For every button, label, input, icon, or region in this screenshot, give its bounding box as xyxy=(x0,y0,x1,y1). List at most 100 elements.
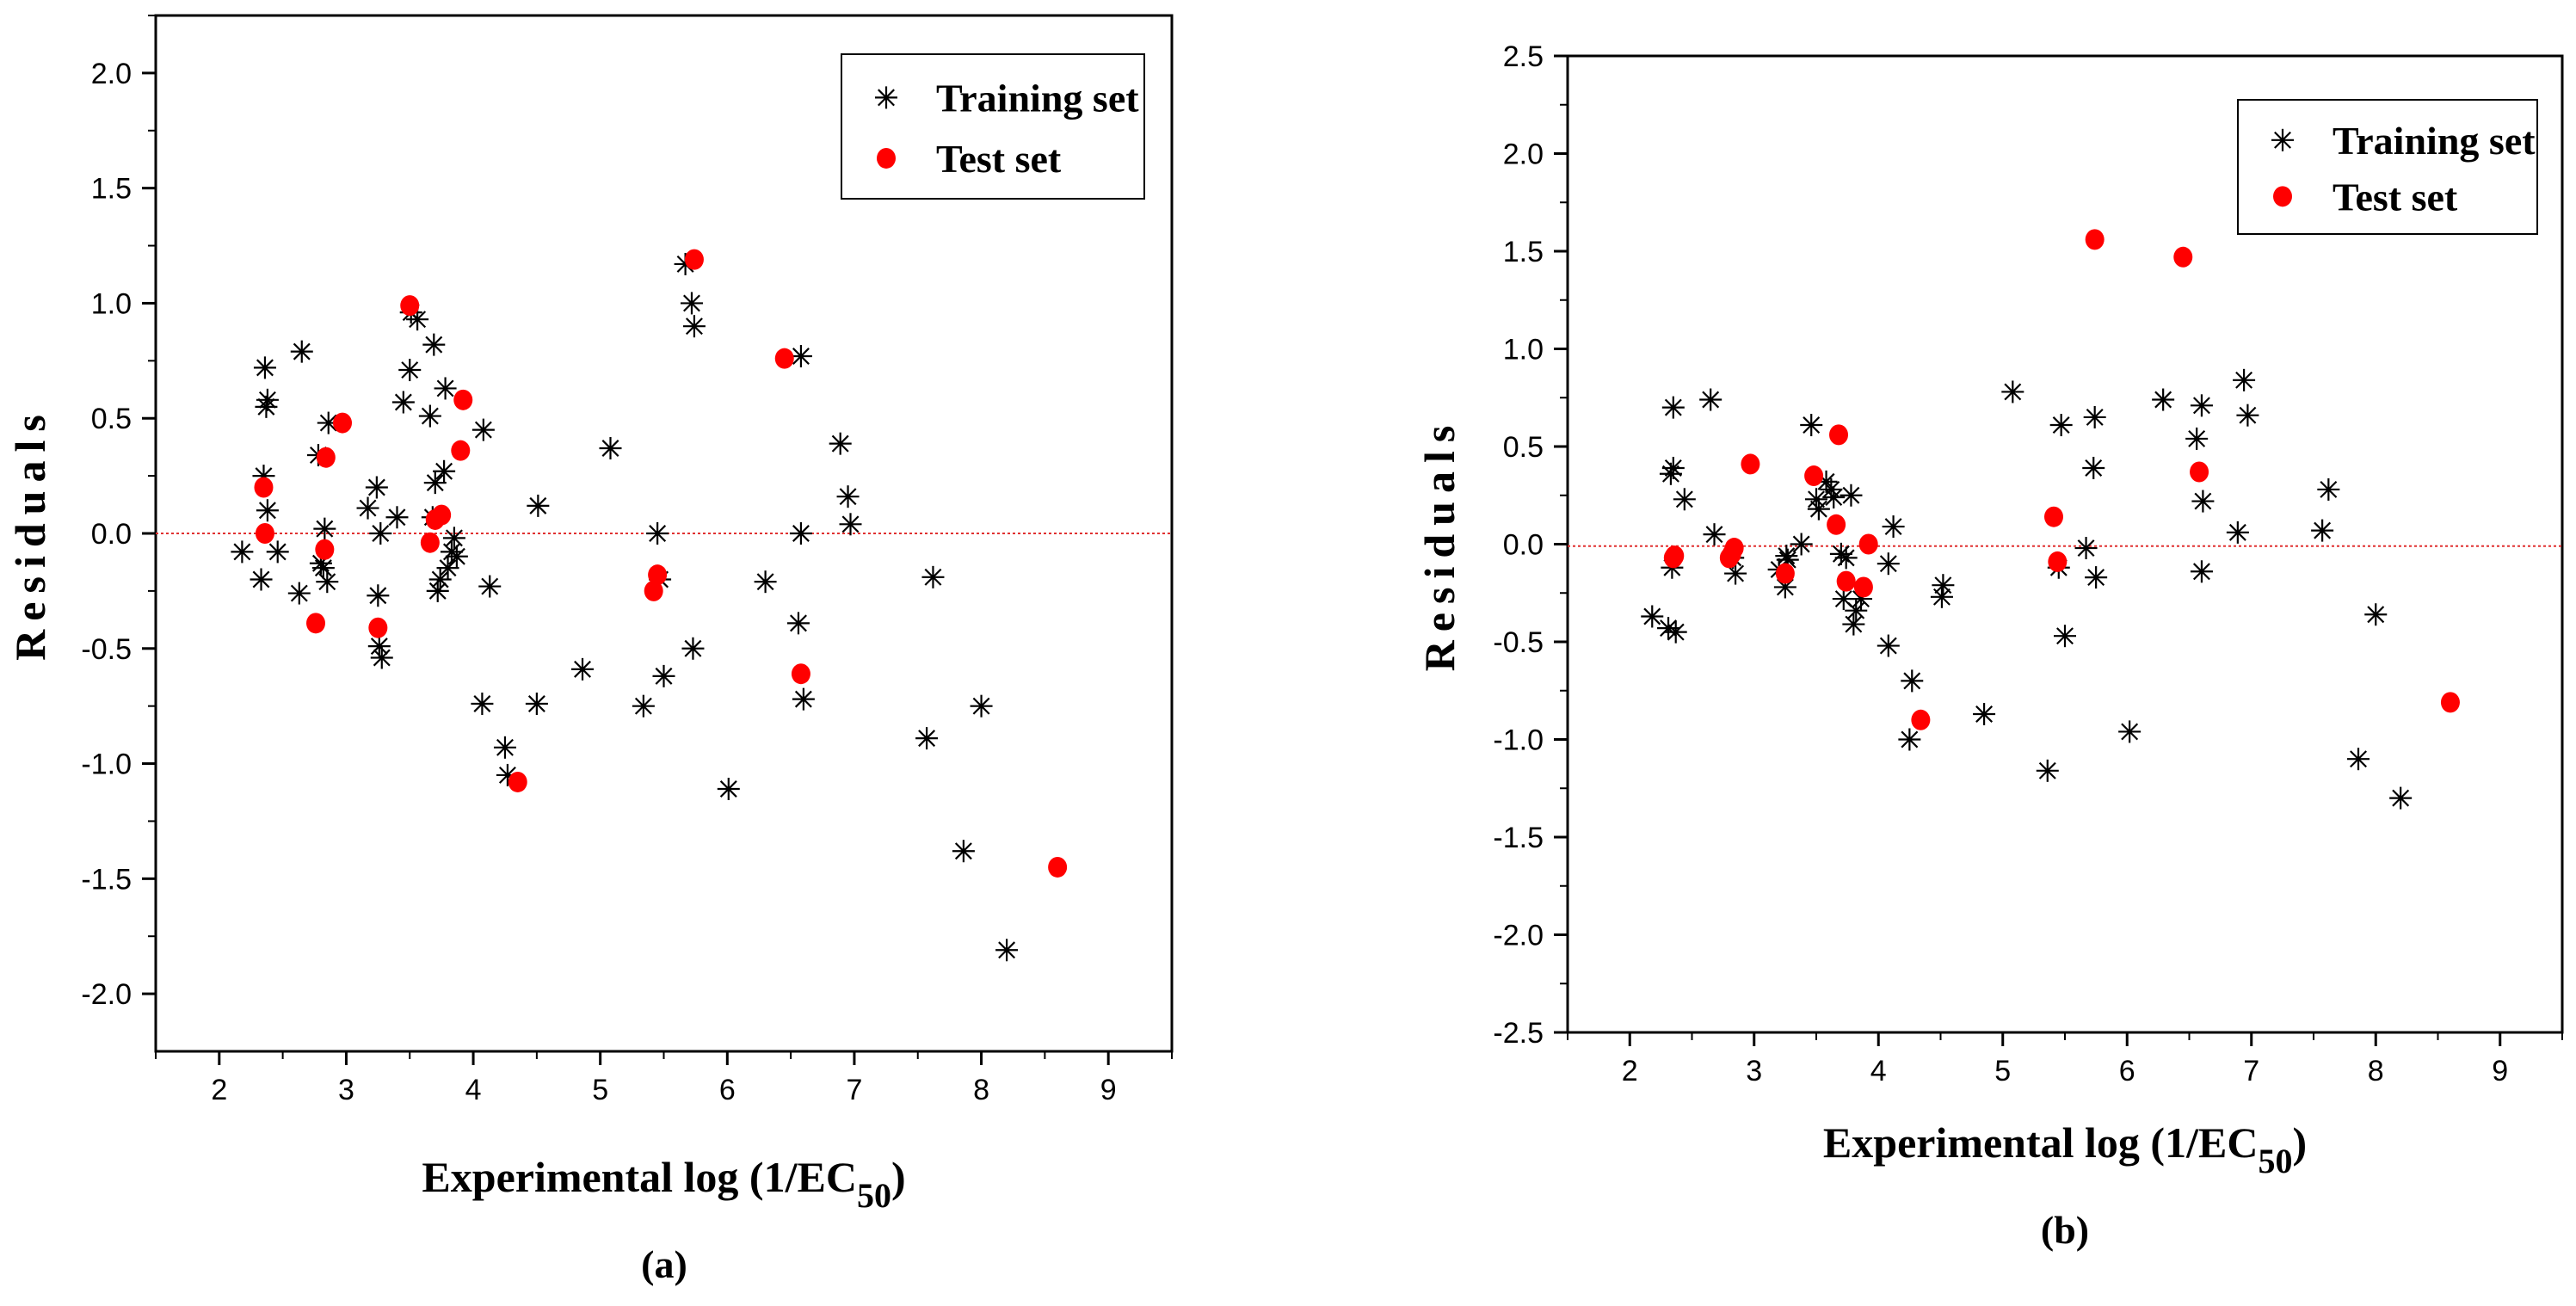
training-point xyxy=(1901,669,1924,693)
asterisk-stroke xyxy=(1842,486,1860,504)
training-point xyxy=(792,687,815,711)
asterisk-stroke xyxy=(268,543,287,561)
x-tick-label: 6 xyxy=(719,1074,736,1106)
asterisk-stroke xyxy=(634,697,652,715)
asterisk-stroke xyxy=(790,614,807,632)
asterisk-stroke xyxy=(445,529,463,547)
asterisk-stroke xyxy=(257,397,275,416)
training-point xyxy=(2074,537,2098,560)
asterisk-stroke xyxy=(2121,723,2139,741)
asterisk-stroke xyxy=(2056,627,2074,645)
asterisk-stroke xyxy=(1809,500,1827,518)
asterisk-stroke xyxy=(1664,398,1682,416)
legend-box xyxy=(841,53,1145,200)
asterisk-stroke xyxy=(1667,623,1685,641)
asterisk-stroke xyxy=(1903,672,1921,690)
asterisk-stroke xyxy=(426,474,444,492)
asterisk-stroke xyxy=(1778,547,1796,565)
training-point xyxy=(789,522,812,545)
asterisk-stroke xyxy=(529,496,547,514)
training-point xyxy=(428,568,452,591)
asterisk-stroke xyxy=(2228,523,2246,541)
x-axis-title-close: ) xyxy=(2292,1118,2307,1167)
legend-test-marker xyxy=(877,147,896,169)
y-tick-label: 1.0 xyxy=(91,287,132,320)
asterisk-stroke xyxy=(1702,391,1720,409)
asterisk-stroke xyxy=(1884,518,1902,536)
training-point xyxy=(1807,497,1830,521)
asterisk-stroke xyxy=(839,488,857,506)
y-tick-label: -1.0 xyxy=(1493,724,1544,757)
training-point xyxy=(391,391,415,414)
training-point xyxy=(433,459,456,483)
asterisk-stroke xyxy=(954,842,972,860)
x-tick-label: 9 xyxy=(2492,1055,2508,1087)
asterisk-stroke xyxy=(369,587,387,605)
test-point xyxy=(1665,545,1685,567)
training-point xyxy=(1882,515,1905,539)
training-point xyxy=(1664,620,1687,644)
x-tick-label: 9 xyxy=(1100,1074,1117,1106)
asterisk-stroke xyxy=(481,577,499,595)
test-point xyxy=(2048,551,2068,572)
asterisk-stroke xyxy=(359,499,377,517)
asterisk-stroke xyxy=(685,317,703,336)
asterisk-stroke xyxy=(2239,406,2257,424)
test-point xyxy=(333,412,353,434)
y-tick-label: 1.0 xyxy=(1503,334,1544,367)
legend-box xyxy=(2237,99,2538,235)
y-tick-label: 1.5 xyxy=(1503,236,1544,268)
training-point xyxy=(317,411,340,434)
asterisk-stroke xyxy=(918,730,936,748)
test-point xyxy=(1858,533,1878,555)
y-tick-label: 2.0 xyxy=(1503,139,1544,171)
test-point xyxy=(306,613,326,634)
training-point xyxy=(2085,566,2108,589)
x-axis-title-close: ) xyxy=(891,1153,906,1201)
test-point xyxy=(1829,424,1849,446)
training-point xyxy=(1930,585,1953,608)
asterisk-stroke xyxy=(2392,789,2410,807)
training-point xyxy=(370,646,393,669)
legend-test-marker xyxy=(2273,186,2292,207)
training-point xyxy=(367,584,390,607)
training-point xyxy=(2054,625,2076,648)
asterisk-stroke xyxy=(1834,590,1852,608)
asterisk-stroke xyxy=(258,502,276,520)
test-point xyxy=(1836,570,1856,592)
training-point xyxy=(1877,634,1900,657)
asterisk-stroke xyxy=(2350,750,2367,768)
asterisk-stroke xyxy=(319,414,337,432)
training-point xyxy=(2226,521,2249,544)
training-point xyxy=(365,476,388,499)
test-point xyxy=(1911,709,1931,730)
asterisk-stroke xyxy=(314,559,332,577)
training-point xyxy=(1842,613,1865,636)
asterisk-stroke xyxy=(373,649,391,667)
training-point xyxy=(717,777,740,800)
asterisk-stroke xyxy=(972,697,990,715)
asterisk-stroke xyxy=(436,379,454,397)
training-point xyxy=(1661,456,1685,479)
test-point xyxy=(316,447,336,468)
legend: Training set Test set xyxy=(2237,99,2538,235)
x-axis-title-main: Experimental log (1/EC xyxy=(1823,1118,2259,1167)
training-point xyxy=(1973,702,1996,725)
asterisk-stroke xyxy=(683,294,700,312)
asterisk-stroke xyxy=(474,421,492,439)
training-point xyxy=(786,612,810,635)
asterisk-stroke xyxy=(258,391,276,409)
training-point xyxy=(1932,574,1955,597)
x-tick-label: 2 xyxy=(1622,1055,1638,1087)
asterisk-stroke xyxy=(601,440,619,457)
x-tick-label: 7 xyxy=(2243,1055,2259,1087)
y-tick-label: -0.5 xyxy=(81,633,132,666)
asterisk-stroke xyxy=(498,766,516,784)
asterisk-stroke xyxy=(2320,480,2338,498)
panel-caption: (b) xyxy=(2041,1208,2089,1252)
asterisk-stroke xyxy=(794,690,812,708)
training-point xyxy=(2152,388,2175,411)
training-point xyxy=(1673,488,1696,511)
asterisk-stroke xyxy=(2235,371,2253,389)
